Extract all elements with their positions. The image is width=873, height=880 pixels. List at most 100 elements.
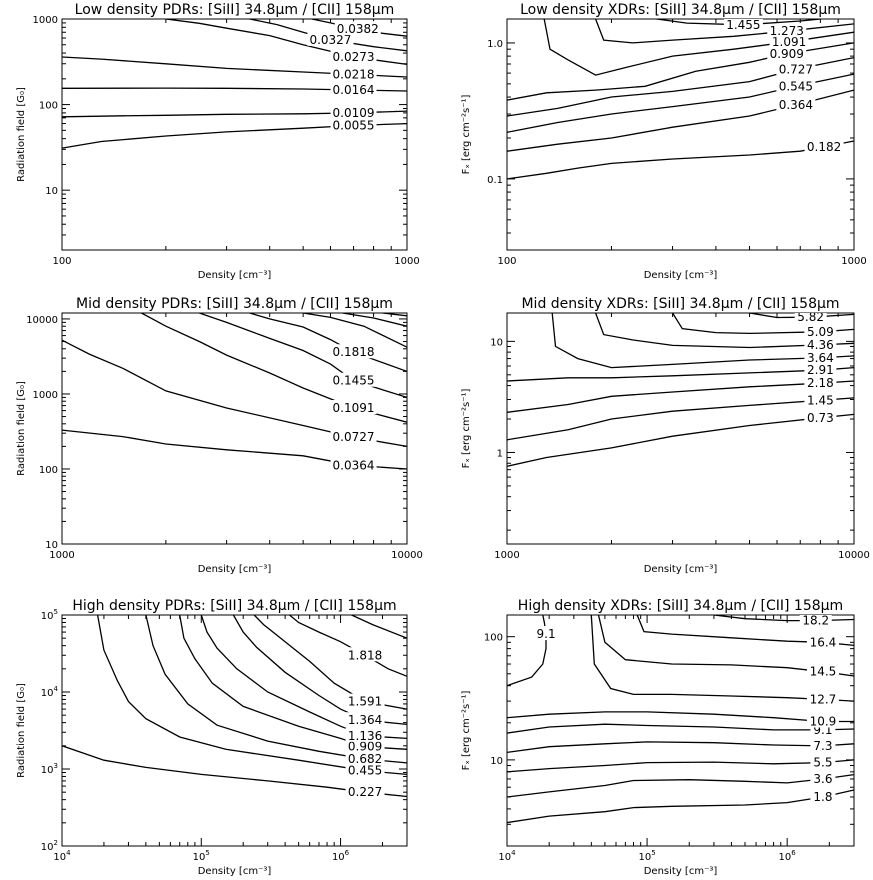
contour-line [342,313,407,327]
x-tick-label: 106 [332,849,350,863]
contour-label-bg [345,727,385,742]
y-tick-label: 104 [41,685,59,699]
panel-title: Low density PDRs: [SiII] 34.8µm / [CII] … [75,2,395,18]
contour-label-bg [794,313,827,324]
x-tick-label: 1000 [494,550,519,561]
contour-label-bg [345,693,385,708]
panel-title: High density XDRs: [SiII] 34.8µm / [CII]… [518,598,843,614]
x-axis-label: Density [cm⁻³] [198,564,272,575]
contour-line [507,366,854,382]
x-axis-label: Density [cm⁻³] [644,866,718,877]
contour-line [507,789,854,824]
x-tick-label: 1000 [49,550,74,561]
tick-exponent: 2 [54,839,58,847]
contour-label-bg [810,788,836,803]
contour-label-bg [307,31,354,46]
y-tick-label: 1000 [33,15,58,26]
tick-base: 10 [41,688,54,699]
panel-3: Mid density PDRs: [SiII] 34.8µm / [CII] … [16,296,423,575]
contour-label: 1.091 [772,35,806,49]
contour-label-bg [330,82,377,97]
contour-label-bg [804,323,837,338]
tick-exponent: 5 [54,608,58,616]
contour-label: 0.364 [779,98,813,112]
x-tick-label: 100 [52,256,71,267]
x-tick-label: 1000 [394,256,419,267]
tick-base: 10 [41,765,54,776]
contour-label-bg [330,344,377,359]
y-axis-label: Fₓ [erg cm⁻²s⁻¹] [461,690,472,770]
contour-label-bg [776,61,816,76]
contour-label-bg [804,336,837,351]
plot-frame [61,614,408,847]
y-tick-label: 105 [41,608,58,622]
y-tick-label: 10 [45,186,58,197]
x-axis-label: Density [cm⁻³] [198,866,272,877]
tick-exponent: 3 [54,762,58,770]
x-axis-label: Density [cm⁻³] [198,270,272,281]
contour-label-bg [806,713,839,728]
contour-label: 0.0273 [333,50,375,64]
tick-exponent: 5 [651,849,655,857]
contour-label-bg [810,754,836,769]
contour-label-bg [345,750,385,765]
contour-label: 0.227 [348,785,382,799]
contour-label: 0.0727 [333,430,375,444]
contour-line [507,723,854,734]
contour-label: 0.0218 [333,67,375,81]
y-tick-label: 1000 [33,390,58,401]
contour-line [507,741,854,754]
contour-line [302,313,407,348]
contour-label: 2.91 [807,363,834,377]
contour-label: 10.9 [810,714,837,728]
contour-label: 0.0109 [333,106,375,120]
y-tick-label: 1 [497,448,503,459]
contour-label: 0.182 [807,140,841,154]
tick-base: 10 [41,611,54,622]
contour-label-bg [804,362,837,377]
contour-label: 3.64 [807,351,834,365]
contour-line [507,413,854,467]
contour-label-bg [767,23,807,38]
contour-label: 5.5 [813,756,832,770]
contour-label: 2.18 [807,376,834,390]
contour-label: 1.45 [807,393,834,407]
contour-label: 0.682 [348,752,382,766]
contour-line [713,615,854,622]
tick-exponent: 6 [791,849,796,857]
contour-label: 1.818 [348,648,382,662]
contour-label-bg [810,737,836,752]
x-tick-label: 1000 [841,256,866,267]
contour-label-bg [330,66,377,81]
contour-label: 1.364 [348,713,382,727]
contour-label: 5.82 [797,310,824,324]
panel-title: High density PDRs: [SiII] 34.8µm / [CII]… [72,598,396,614]
contour-label: 1.136 [348,729,382,743]
contour-label: 1.455 [726,18,760,32]
y-tick-label: 1.0 [487,39,503,50]
contour-label: 3.6 [813,772,832,786]
contour-line [749,313,854,319]
contour-label-bg [776,96,816,111]
x-tick-label: 104 [498,849,516,863]
y-tick-label: 10 [45,540,58,551]
x-tick-label: 105 [193,849,210,863]
y-tick-label: 100 [484,633,503,644]
contour-label-bg [345,712,385,727]
contour-label-bg [804,375,837,390]
contour-line [289,615,407,677]
x-axis-label: Density [cm⁻³] [644,564,718,575]
contour-line [507,759,854,773]
contour-line [507,140,854,180]
tick-base: 10 [41,842,54,853]
contour-label: 1.8 [813,790,832,804]
contour-label-bg [723,19,763,31]
contour-label-bg [804,138,844,153]
contour-label: 1.273 [770,24,804,38]
contour-label-bg [330,117,377,132]
tick-base: 10 [498,852,511,863]
plot-frame [506,614,855,847]
contour-line [96,615,407,776]
contour-line [507,380,854,413]
contour-line [507,711,854,723]
